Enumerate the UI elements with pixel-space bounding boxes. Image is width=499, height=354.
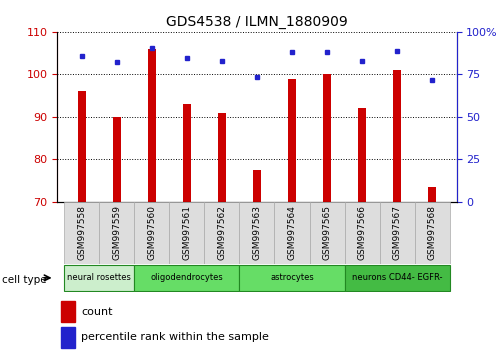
- FancyBboxPatch shape: [344, 202, 380, 264]
- Text: GSM997565: GSM997565: [322, 205, 331, 260]
- FancyBboxPatch shape: [205, 202, 240, 264]
- Bar: [61, 301, 75, 322]
- Text: GSM997558: GSM997558: [77, 205, 86, 260]
- FancyBboxPatch shape: [64, 202, 99, 264]
- FancyBboxPatch shape: [415, 202, 450, 264]
- Bar: [287, 79, 296, 202]
- Bar: [428, 187, 437, 202]
- Text: count: count: [81, 307, 113, 316]
- Text: GSM997566: GSM997566: [358, 205, 367, 260]
- Text: GSM997564: GSM997564: [287, 205, 296, 260]
- Text: GSM997568: GSM997568: [428, 205, 437, 260]
- Title: GDS4538 / ILMN_1880909: GDS4538 / ILMN_1880909: [166, 16, 348, 29]
- Text: cell type: cell type: [2, 275, 47, 285]
- FancyBboxPatch shape: [64, 265, 134, 291]
- FancyBboxPatch shape: [134, 265, 240, 291]
- Text: neural rosettes: neural rosettes: [67, 273, 131, 282]
- Text: GSM997567: GSM997567: [393, 205, 402, 260]
- Bar: [148, 49, 156, 202]
- Bar: [183, 104, 191, 202]
- Text: oligodendrocytes: oligodendrocytes: [151, 273, 224, 282]
- Bar: [218, 113, 227, 202]
- Text: neurons CD44- EGFR-: neurons CD44- EGFR-: [352, 273, 442, 282]
- Bar: [113, 117, 121, 202]
- FancyBboxPatch shape: [240, 202, 274, 264]
- FancyBboxPatch shape: [99, 202, 134, 264]
- Bar: [61, 327, 75, 348]
- Text: GSM997561: GSM997561: [183, 205, 192, 260]
- Text: astrocytes: astrocytes: [270, 273, 314, 282]
- Text: GSM997559: GSM997559: [112, 205, 121, 260]
- Bar: [323, 74, 331, 202]
- Bar: [77, 91, 86, 202]
- FancyBboxPatch shape: [240, 265, 344, 291]
- FancyBboxPatch shape: [309, 202, 344, 264]
- Bar: [393, 70, 401, 202]
- Bar: [358, 108, 366, 202]
- FancyBboxPatch shape: [380, 202, 415, 264]
- Text: percentile rank within the sample: percentile rank within the sample: [81, 332, 269, 342]
- Text: GSM997562: GSM997562: [218, 205, 227, 260]
- Text: GSM997560: GSM997560: [147, 205, 156, 260]
- FancyBboxPatch shape: [344, 265, 450, 291]
- Text: GSM997563: GSM997563: [252, 205, 261, 260]
- FancyBboxPatch shape: [274, 202, 309, 264]
- Bar: [252, 170, 261, 202]
- FancyBboxPatch shape: [170, 202, 205, 264]
- FancyBboxPatch shape: [134, 202, 170, 264]
